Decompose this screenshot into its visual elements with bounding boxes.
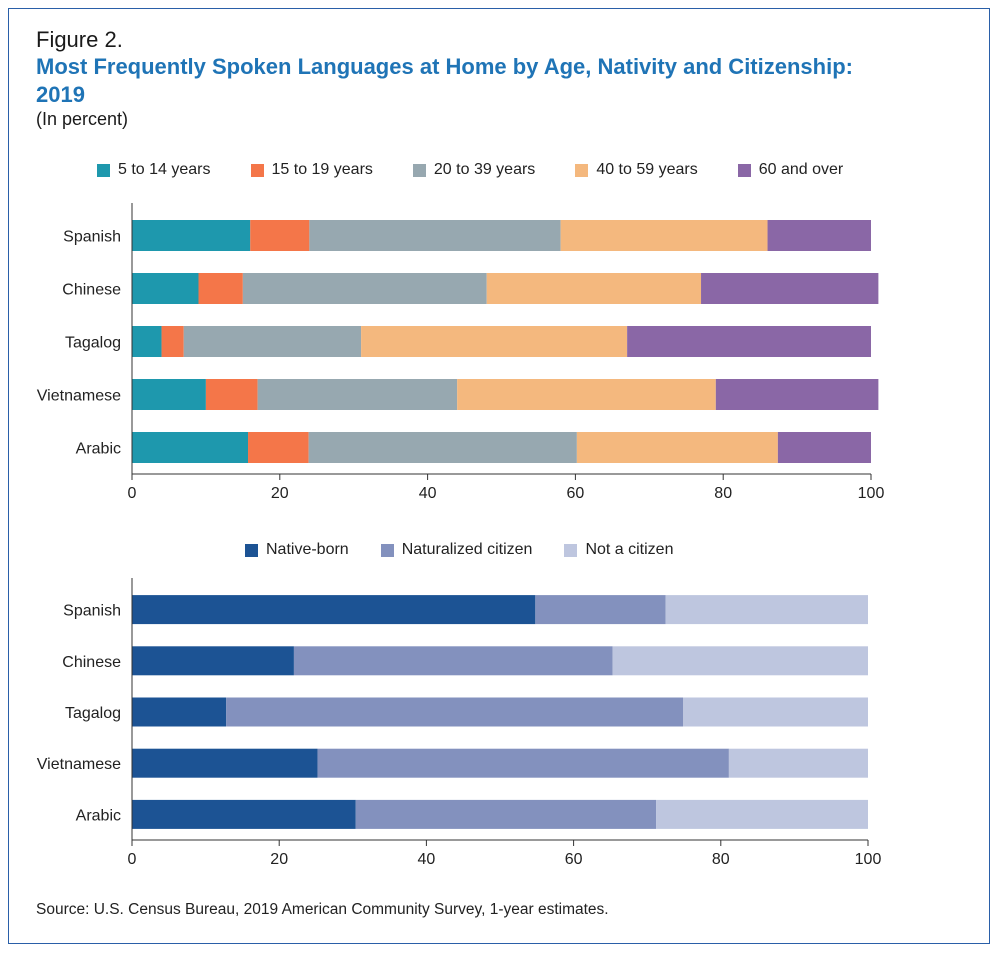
category-label-chinese: Chinese [62,282,121,299]
bar-vietnamese-60-and-over [715,379,879,410]
bar-tagalog-40-to-59-years [361,326,628,357]
legend-label: Not a citizen [585,541,674,558]
bar-vietnamese-15-to-19-years [205,379,258,410]
bar-chinese-naturalized-citizen [293,646,613,676]
bar-spanish-5-to-14-years [132,220,251,251]
legend-label: Native-born [266,541,349,558]
bar-tagalog-not-a-citizen [683,697,868,727]
category-label-tagalog: Tagalog [65,335,121,352]
bar-spanish-native-born [132,595,536,625]
x-tick-label: 20 [270,851,288,868]
bar-vietnamese-5-to-14-years [132,379,206,410]
legend-label: 15 to 19 years [271,161,373,178]
legend-swatch [380,543,394,557]
category-label-vietnamese: Vietnamese [37,756,121,773]
x-tick-label: 40 [418,851,436,868]
x-tick-label: 0 [128,485,137,502]
bar-vietnamese-40-to-59-years [457,379,716,410]
legend-label: 20 to 39 years [433,161,536,178]
figure-title: Most Frequently Spoken Languages at Home… [36,54,853,107]
bar-vietnamese-20-to-39-years [257,379,458,410]
bar-spanish-60-and-over [767,220,871,251]
bar-tagalog-naturalized-citizen [226,697,684,727]
legend-item-15-19: 15 to 19 years [250,161,373,179]
figure-frame [8,8,990,944]
bar-tagalog-60-and-over [627,326,871,357]
category-label-arabic: Arabic [76,807,121,824]
bar-arabic-15-to-19-years [248,432,309,463]
x-tick-label: 100 [858,485,885,502]
bar-tagalog-5-to-14-years [132,326,162,357]
category-label-arabic: Arabic [76,441,121,458]
bar-vietnamese-naturalized-citizen [317,748,729,778]
bar-chinese-15-to-19-years [198,273,243,304]
bar-spanish-15-to-19-years [250,220,310,251]
x-tick-label: 80 [712,851,730,868]
bar-arabic-naturalized-citizen [355,799,657,829]
legend-item-not-citizen: Not a citizen [564,541,673,559]
category-label-spanish: Spanish [63,603,121,620]
bar-arabic-60-and-over [777,432,871,463]
bar-arabic-40-to-59-years [576,432,778,463]
bar-tagalog-native-born [132,697,227,727]
legend-swatch [737,163,751,177]
legend-swatch [412,163,426,177]
legend-item-naturalized: Naturalized citizen [380,541,533,559]
bar-chinese-5-to-14-years [132,273,199,304]
bar-arabic-5-to-14-years [132,432,249,463]
legend-swatch [245,543,258,557]
legend-item-5-14: 5 to 14 years [97,161,211,179]
legend-item-native-born: Native-born [245,541,349,559]
x-tick-label: 20 [271,485,289,502]
category-label-vietnamese: Vietnamese [37,388,121,405]
bar-tagalog-15-to-19-years [161,326,184,357]
bar-spanish-not-a-citizen [665,595,868,625]
source-note: Source: U.S. Census Bureau, 2019 America… [36,901,609,918]
legend-swatch [250,163,264,177]
bar-chinese-native-born [132,646,294,676]
nativity-legend: Native-born Naturalized citizen Not a ci… [245,541,705,559]
bar-vietnamese-not-a-citizen [728,748,868,778]
bar-spanish-naturalized-citizen [535,595,666,625]
x-tick-label: 60 [565,851,583,868]
bar-spanish-20-to-39-years [309,220,561,251]
figure-label: Figure 2. [36,27,123,52]
bar-arabic-20-to-39-years [308,432,577,463]
legend-item-40-59: 40 to 59 years [575,161,698,179]
category-label-spanish: Spanish [63,229,121,246]
legend-label: Naturalized citizen [401,541,533,558]
x-tick-label: 80 [714,485,732,502]
legend-swatch [575,163,589,177]
bar-arabic-not-a-citizen [656,799,868,829]
bar-vietnamese-native-born [132,748,318,778]
x-tick-label: 40 [419,485,437,502]
bar-chinese-20-to-39-years [242,273,487,304]
legend-item-60-over: 60 and over [737,161,844,179]
bar-chinese-60-and-over [701,273,879,304]
bar-arabic-native-born [132,799,356,829]
legend-swatch [564,543,578,557]
figure-subtitle: (In percent) [36,109,129,129]
bar-spanish-40-to-59-years [560,220,768,251]
legend-label: 40 to 59 years [596,161,698,178]
x-tick-label: 0 [128,851,137,868]
age-legend: 5 to 14 years 15 to 19 years 20 to 39 ye… [97,161,883,179]
legend-item-20-39: 20 to 39 years [412,161,536,179]
bar-chinese-40-to-59-years [486,273,702,304]
bar-chinese-not-a-citizen [612,646,868,676]
x-tick-label: 100 [855,851,882,868]
category-label-tagalog: Tagalog [65,705,121,722]
bar-tagalog-20-to-39-years [183,326,362,357]
category-label-chinese: Chinese [62,654,121,671]
legend-label: 60 and over [758,161,844,178]
legend-label: 5 to 14 years [118,161,211,178]
legend-swatch [97,163,110,177]
x-tick-label: 60 [567,485,585,502]
